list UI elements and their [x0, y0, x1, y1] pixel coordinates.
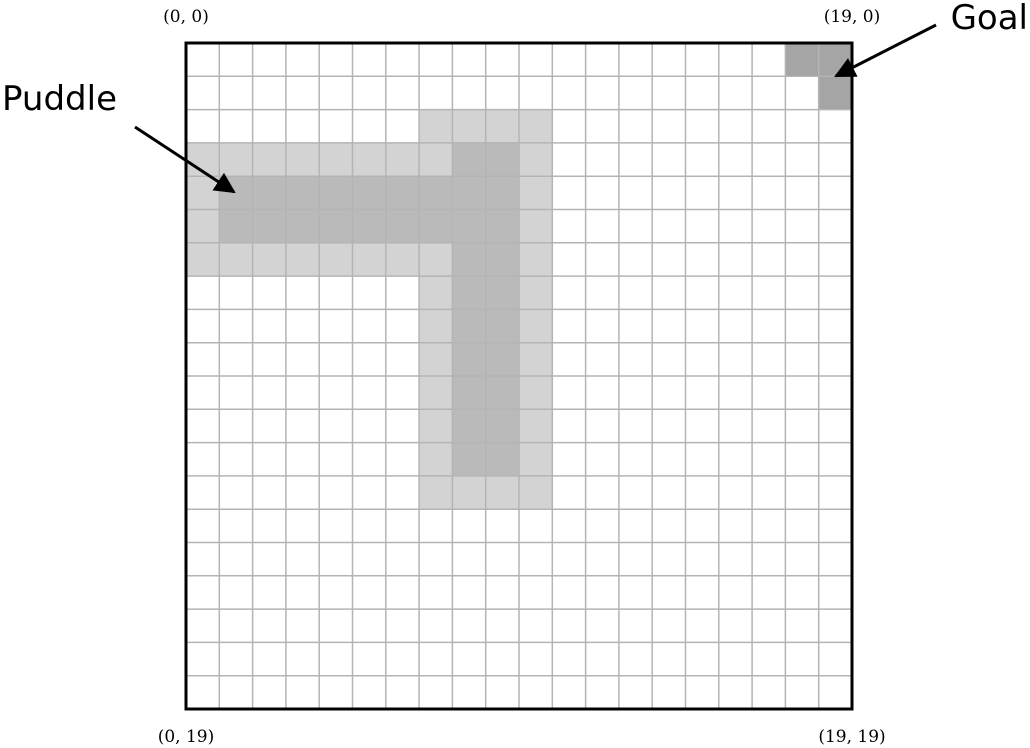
puddle-edge-cell — [519, 176, 553, 210]
puddle-core-cell — [252, 176, 286, 210]
puddle-edge-cell — [252, 142, 286, 177]
puddle-callout-arrow — [134, 125, 236, 194]
corner-label-top-left: (0, 0) — [163, 7, 209, 27]
puddle-edge-cell — [419, 142, 453, 177]
grid-lines — [186, 43, 852, 709]
corner-label-bottom-left: (0, 19) — [158, 727, 215, 747]
puddle-edge-cell — [419, 376, 453, 410]
puddle-edge-cell — [252, 242, 286, 277]
puddle-edge-cell — [519, 242, 553, 277]
puddle-core-cell — [452, 342, 486, 376]
puddle-core-cell — [385, 209, 420, 243]
puddle-edge-cell — [219, 242, 253, 277]
puddle-core-cell — [252, 209, 286, 243]
goal-callout-label: Goal — [951, 0, 1028, 38]
puddle-edge-cell — [285, 242, 320, 277]
puddle-edge-cell — [219, 142, 253, 177]
puddle-core-cell — [485, 409, 519, 443]
puddle-core-cell — [452, 176, 486, 210]
puddle-core-cell — [485, 209, 519, 243]
corner-label-top-right: (19, 0) — [824, 7, 881, 27]
puddle-core-cell — [219, 176, 253, 210]
puddle-edge-cell — [519, 276, 553, 310]
puddle-core-cell — [352, 176, 386, 210]
puddle-edge-cell — [519, 342, 553, 376]
puddle-core-cell — [452, 409, 486, 443]
goal-cell — [818, 76, 852, 110]
puddle-edge-cell — [419, 475, 453, 510]
puddle-core-cell — [485, 242, 519, 277]
puddle-edge-cell — [452, 475, 486, 510]
puddle-core-cell — [219, 209, 253, 243]
puddle-edge-cell — [485, 475, 519, 510]
puddle-core-cell — [485, 276, 519, 310]
puddle-edge-cell — [385, 242, 420, 277]
puddle-edge-cell — [519, 109, 553, 143]
puddle-core-cell — [285, 176, 320, 210]
goal-cell — [785, 43, 819, 77]
puddle-edge-cell — [519, 409, 553, 443]
puddle-edge-cell — [519, 442, 553, 476]
puddle-core-cell — [385, 176, 420, 210]
puddle-core-cell — [485, 376, 519, 410]
puddle-edge-cell — [519, 209, 553, 243]
puddle-core-cell — [352, 209, 386, 243]
puddle-edge-cell — [385, 142, 420, 177]
puddle-edge-cell — [419, 242, 453, 277]
puddle-core-cell — [485, 176, 519, 210]
grid-cells — [186, 43, 852, 510]
corner-label-bottom-right: (19, 19) — [818, 727, 885, 747]
puddle-core-cell — [452, 309, 486, 343]
goal-callout-arrow — [834, 23, 937, 78]
puddle-edge-cell — [452, 109, 486, 143]
puddle-core-cell — [452, 209, 486, 243]
puddle-edge-cell — [419, 342, 453, 376]
puddle-core-cell — [319, 176, 353, 210]
puddle-core-cell — [485, 309, 519, 343]
puddle-edge-cell — [519, 309, 553, 343]
puddle-edge-cell — [186, 176, 220, 210]
puddle-core-cell — [452, 242, 486, 277]
puddle-edge-cell — [519, 142, 553, 177]
puddle-edge-cell — [319, 242, 353, 277]
puddle-edge-cell — [519, 475, 553, 510]
puddle-core-cell — [485, 142, 519, 177]
puddle-edge-cell — [419, 442, 453, 476]
puddle-edge-cell — [419, 276, 453, 310]
puddle-core-cell — [452, 376, 486, 410]
puddle-edge-cell — [186, 242, 220, 277]
puddle-edge-cell — [419, 109, 453, 143]
puddle-core-cell — [452, 442, 486, 476]
puddle-edge-cell — [186, 209, 220, 243]
puddle-core-cell — [452, 142, 486, 177]
puddle-core-cell — [419, 176, 453, 210]
puddle-callout-label: Puddle — [2, 79, 117, 119]
puddle-core-cell — [319, 209, 353, 243]
grid-border — [184, 41, 854, 711]
puddle-core-cell — [285, 209, 320, 243]
puddle-edge-cell — [485, 109, 519, 143]
puddle-core-cell — [452, 276, 486, 310]
puddle-edge-cell — [285, 142, 320, 177]
puddle-core-cell — [419, 209, 453, 243]
puddle-edge-cell — [352, 142, 386, 177]
puddle-core-cell — [485, 442, 519, 476]
puddle-edge-cell — [519, 376, 553, 410]
puddle-edge-cell — [352, 242, 386, 277]
puddle-edge-cell — [419, 409, 453, 443]
puddle-core-cell — [485, 342, 519, 376]
puddle-edge-cell — [319, 142, 353, 177]
puddle-edge-cell — [419, 309, 453, 343]
